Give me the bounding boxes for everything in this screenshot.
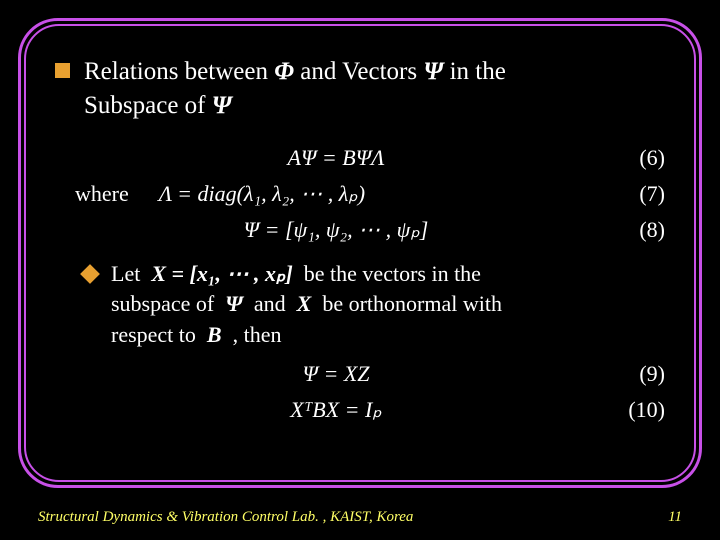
equation-6-num: (6): [617, 145, 665, 171]
let-part2: subspace of: [111, 291, 214, 316]
let-part4: be orthonormal with: [322, 291, 502, 316]
where-label: where: [75, 181, 129, 207]
diamond-bullet-icon: [80, 264, 100, 284]
heading-text: Relations between Φ and Vectors Ψ in the…: [84, 55, 665, 123]
let-text: Let X = [x₁, ⋯ , xₚ] be the vectors in t…: [111, 259, 665, 351]
equation-10-num: (10): [617, 397, 665, 423]
symbol-X: X: [297, 291, 312, 316]
let-part3: and: [254, 291, 286, 316]
let-row: Let X = [x₁, ⋯ , xₚ] be the vectors in t…: [83, 259, 665, 351]
footer-lab: Structural Dynamics & Vibration Control …: [38, 509, 413, 526]
heading-part3: in the: [450, 58, 506, 85]
equation-6-body: AΨ = BΨΛ: [55, 145, 617, 171]
heading-part4: Subspace of: [84, 92, 206, 119]
slide-content: Relations between Φ and Vectors Ψ in the…: [55, 55, 665, 460]
heading-part2: and Vectors: [300, 58, 417, 85]
x-equation: X = [x₁, ⋯ , xₚ]: [151, 261, 292, 286]
equation-9-num: (9): [617, 361, 665, 387]
equation-7-num: (7): [617, 181, 665, 207]
heading-row: Relations between Φ and Vectors Ψ in the…: [55, 55, 665, 123]
equation-8-body: Ψ = [ψ₁, ψ₂, ⋯ , ψₚ]: [55, 217, 617, 243]
let-part5: respect to: [111, 322, 196, 347]
equation-10-body: XᵀBX = Iₚ: [55, 397, 617, 423]
page-number: 11: [668, 509, 682, 526]
symbol-psi-3: Ψ: [225, 291, 243, 316]
equation-8-num: (8): [617, 217, 665, 243]
heading-part1: Relations between: [84, 58, 268, 85]
equation-10-row: XᵀBX = Iₚ (10): [55, 395, 665, 425]
let-part6: , then: [233, 322, 282, 347]
symbol-psi-2: Ψ: [212, 92, 232, 119]
equation-9-body: Ψ = XZ: [55, 361, 617, 387]
footer: Structural Dynamics & Vibration Control …: [38, 509, 682, 526]
symbol-phi: Φ: [274, 58, 294, 85]
equation-9-row: Ψ = XZ (9): [55, 359, 665, 389]
let-part1: be the vectors in the: [304, 261, 481, 286]
equation-7-row: where Λ = diag(λ₁, λ₂, ⋯ , λₚ) (7): [55, 179, 665, 209]
equation-7-body: Λ = diag(λ₁, λ₂, ⋯ , λₚ): [159, 181, 617, 207]
symbol-B: B: [207, 322, 222, 347]
let-label: Let: [111, 261, 140, 286]
symbol-psi: Ψ: [423, 58, 443, 85]
square-bullet-icon: [55, 63, 70, 78]
equation-8-row: Ψ = [ψ₁, ψ₂, ⋯ , ψₚ] (8): [55, 215, 665, 245]
equation-6-row: AΨ = BΨΛ (6): [55, 143, 665, 173]
